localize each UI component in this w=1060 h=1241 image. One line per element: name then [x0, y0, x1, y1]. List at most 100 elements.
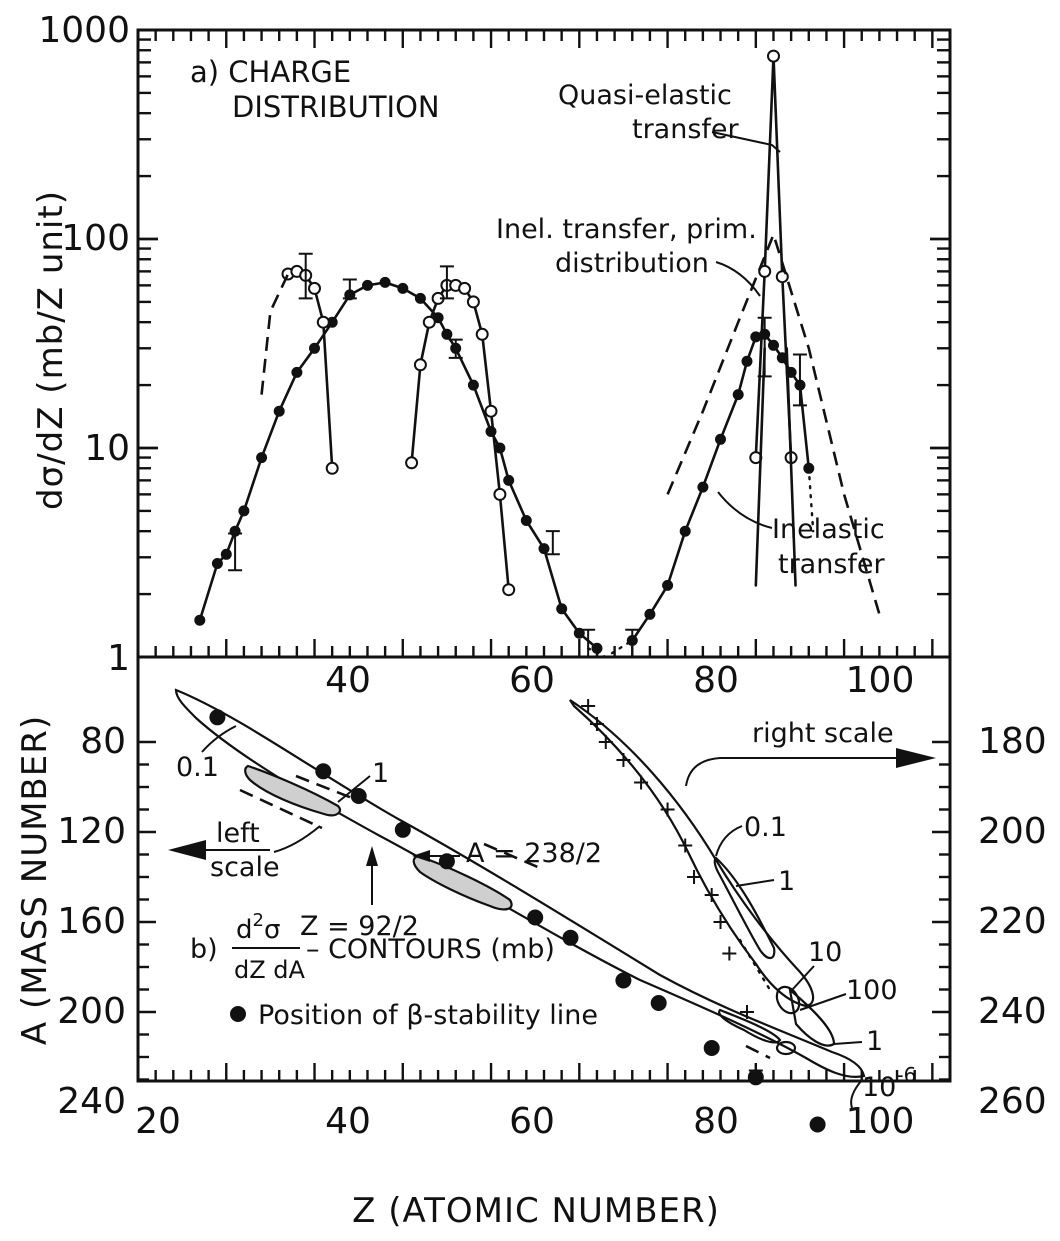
series-line-inel-transfer-primary-dashed [666, 230, 881, 615]
right-contour-1 [713, 856, 776, 960]
data-point [466, 295, 480, 309]
data-point [220, 548, 232, 560]
data-point [308, 281, 321, 295]
small-contour-ring [775, 1040, 797, 1056]
left-y-tick-label: 80 [80, 721, 126, 762]
panel-a-ticks [138, 28, 950, 659]
error-bar [792, 353, 807, 407]
left-dashed-edge-1 [239, 788, 323, 830]
data-point [767, 49, 780, 63]
panel-b-left-y-tick-labels: 80 120 160 200 240 [57, 721, 126, 1122]
x-tick-label: 20 [135, 1101, 181, 1142]
label-c1e6-exp: -6 [896, 1063, 916, 1087]
stability-point [809, 1116, 826, 1133]
leader-c01-left [201, 725, 237, 753]
error-bar [757, 316, 772, 378]
data-point [494, 442, 506, 454]
data-point [503, 474, 515, 486]
label-c1-left: 1 [372, 758, 389, 789]
y-tick-label: 10 [84, 428, 130, 469]
x-tick-label: 40 [325, 660, 371, 701]
panel-b-x-tick-labels: 20 40 60 80 100 [135, 1101, 914, 1142]
stability-point [650, 995, 667, 1011]
panel-b-right-y-tick-labels: 180 200 220 240 260 [978, 721, 1047, 1122]
x-tick-label: 40 [325, 1101, 371, 1142]
right-scale-cross [581, 699, 596, 713]
inel-prim-label-1: Inel. transfer, prim. [496, 214, 757, 245]
right-scale-cross [704, 888, 719, 902]
x-tick-label: 100 [846, 660, 915, 701]
panel-b: 80 120 160 200 240 180 200 220 240 260 2… [15, 655, 1047, 1231]
right-scale-cross [722, 946, 737, 961]
data-point [662, 579, 674, 591]
inel-prim-leader [715, 261, 761, 297]
left-scale-leader [273, 825, 321, 853]
label-c1e6: 10-6 [862, 1063, 916, 1103]
series-line-inelastic-transfer-solid [631, 333, 811, 642]
left-dashed-edge-4 [745, 1044, 771, 1060]
left-contour-1b [412, 854, 513, 911]
left-dashed-edge-3 [483, 842, 541, 870]
y-tick-label: 1 [107, 638, 130, 679]
panel-b-x-axis-label: Z (ATOMIC NUMBER) [352, 1191, 720, 1231]
data-point [556, 603, 568, 615]
label-left-scale-2: scale [210, 852, 280, 883]
label-c01-left: 0.1 [176, 752, 219, 783]
panel-b-y-axis-label: A (MASS NUMBER) [15, 715, 55, 1045]
right-y-tick-label: 260 [978, 1081, 1047, 1122]
label-c1e6-base: 10 [862, 1072, 896, 1103]
right-contour-10 [775, 985, 801, 1015]
label-c1-right2: 1 [866, 1026, 883, 1057]
stability-point [562, 929, 579, 946]
right-scale-cross [589, 717, 604, 731]
label-c01-right: 0.1 [744, 812, 787, 843]
data-point [475, 327, 489, 341]
right-scale-cross [598, 735, 613, 749]
x-tick-label: 80 [693, 1101, 739, 1142]
x-tick-label: 60 [509, 1101, 555, 1142]
panel-a-series [194, 49, 881, 659]
data-point [325, 461, 339, 475]
left-contour-1a [244, 764, 342, 817]
data-point [422, 315, 436, 329]
series-line-peak-left-wall [754, 346, 766, 587]
leader-c1-right [735, 879, 775, 887]
arrow-right-scale-line [685, 757, 896, 787]
arrow-left-scale-head [168, 840, 206, 860]
panel-a-title-line2: DISTRIBUTION [232, 90, 440, 124]
right-scale-cross [713, 915, 728, 929]
data-point [538, 543, 550, 555]
y-tick-label: 100 [61, 218, 130, 259]
stability-point [394, 821, 411, 838]
label-z-half: Z = 92/2 [300, 911, 419, 942]
error-bar [439, 265, 454, 300]
series-line-inelastic-fission-solid [198, 281, 599, 650]
series-line-quasi-elastic-transfer-peak [754, 54, 793, 459]
data-point [273, 405, 285, 417]
data-point [414, 292, 426, 304]
stability-point [703, 1040, 720, 1056]
right-contour-near-a [718, 1008, 782, 1044]
data-point [379, 276, 391, 288]
leader-c10 [791, 965, 815, 991]
error-bar [298, 252, 313, 300]
data-point [291, 366, 303, 378]
label-c100: 100 [846, 975, 898, 1006]
data-point [362, 279, 373, 291]
data-point [413, 358, 427, 372]
leader-c1e6 [850, 1079, 863, 1109]
label-right-scale: right scale [752, 718, 894, 749]
data-point [467, 379, 479, 391]
legend-stability-marker [230, 1006, 246, 1022]
formula-sup: 2 [253, 910, 264, 931]
leader-c100 [799, 993, 847, 1011]
leader-c01-right [715, 825, 743, 857]
stability-point [315, 763, 332, 780]
data-point [768, 339, 779, 351]
formula-sigma: σ [264, 915, 280, 945]
x-tick-label: 60 [509, 660, 555, 701]
right-scale-cross [740, 1005, 754, 1019]
data-point [194, 614, 206, 626]
series-line-quasi-elastic-fission-open-right [410, 284, 510, 591]
series-line-left-dashed-lead [260, 273, 290, 395]
